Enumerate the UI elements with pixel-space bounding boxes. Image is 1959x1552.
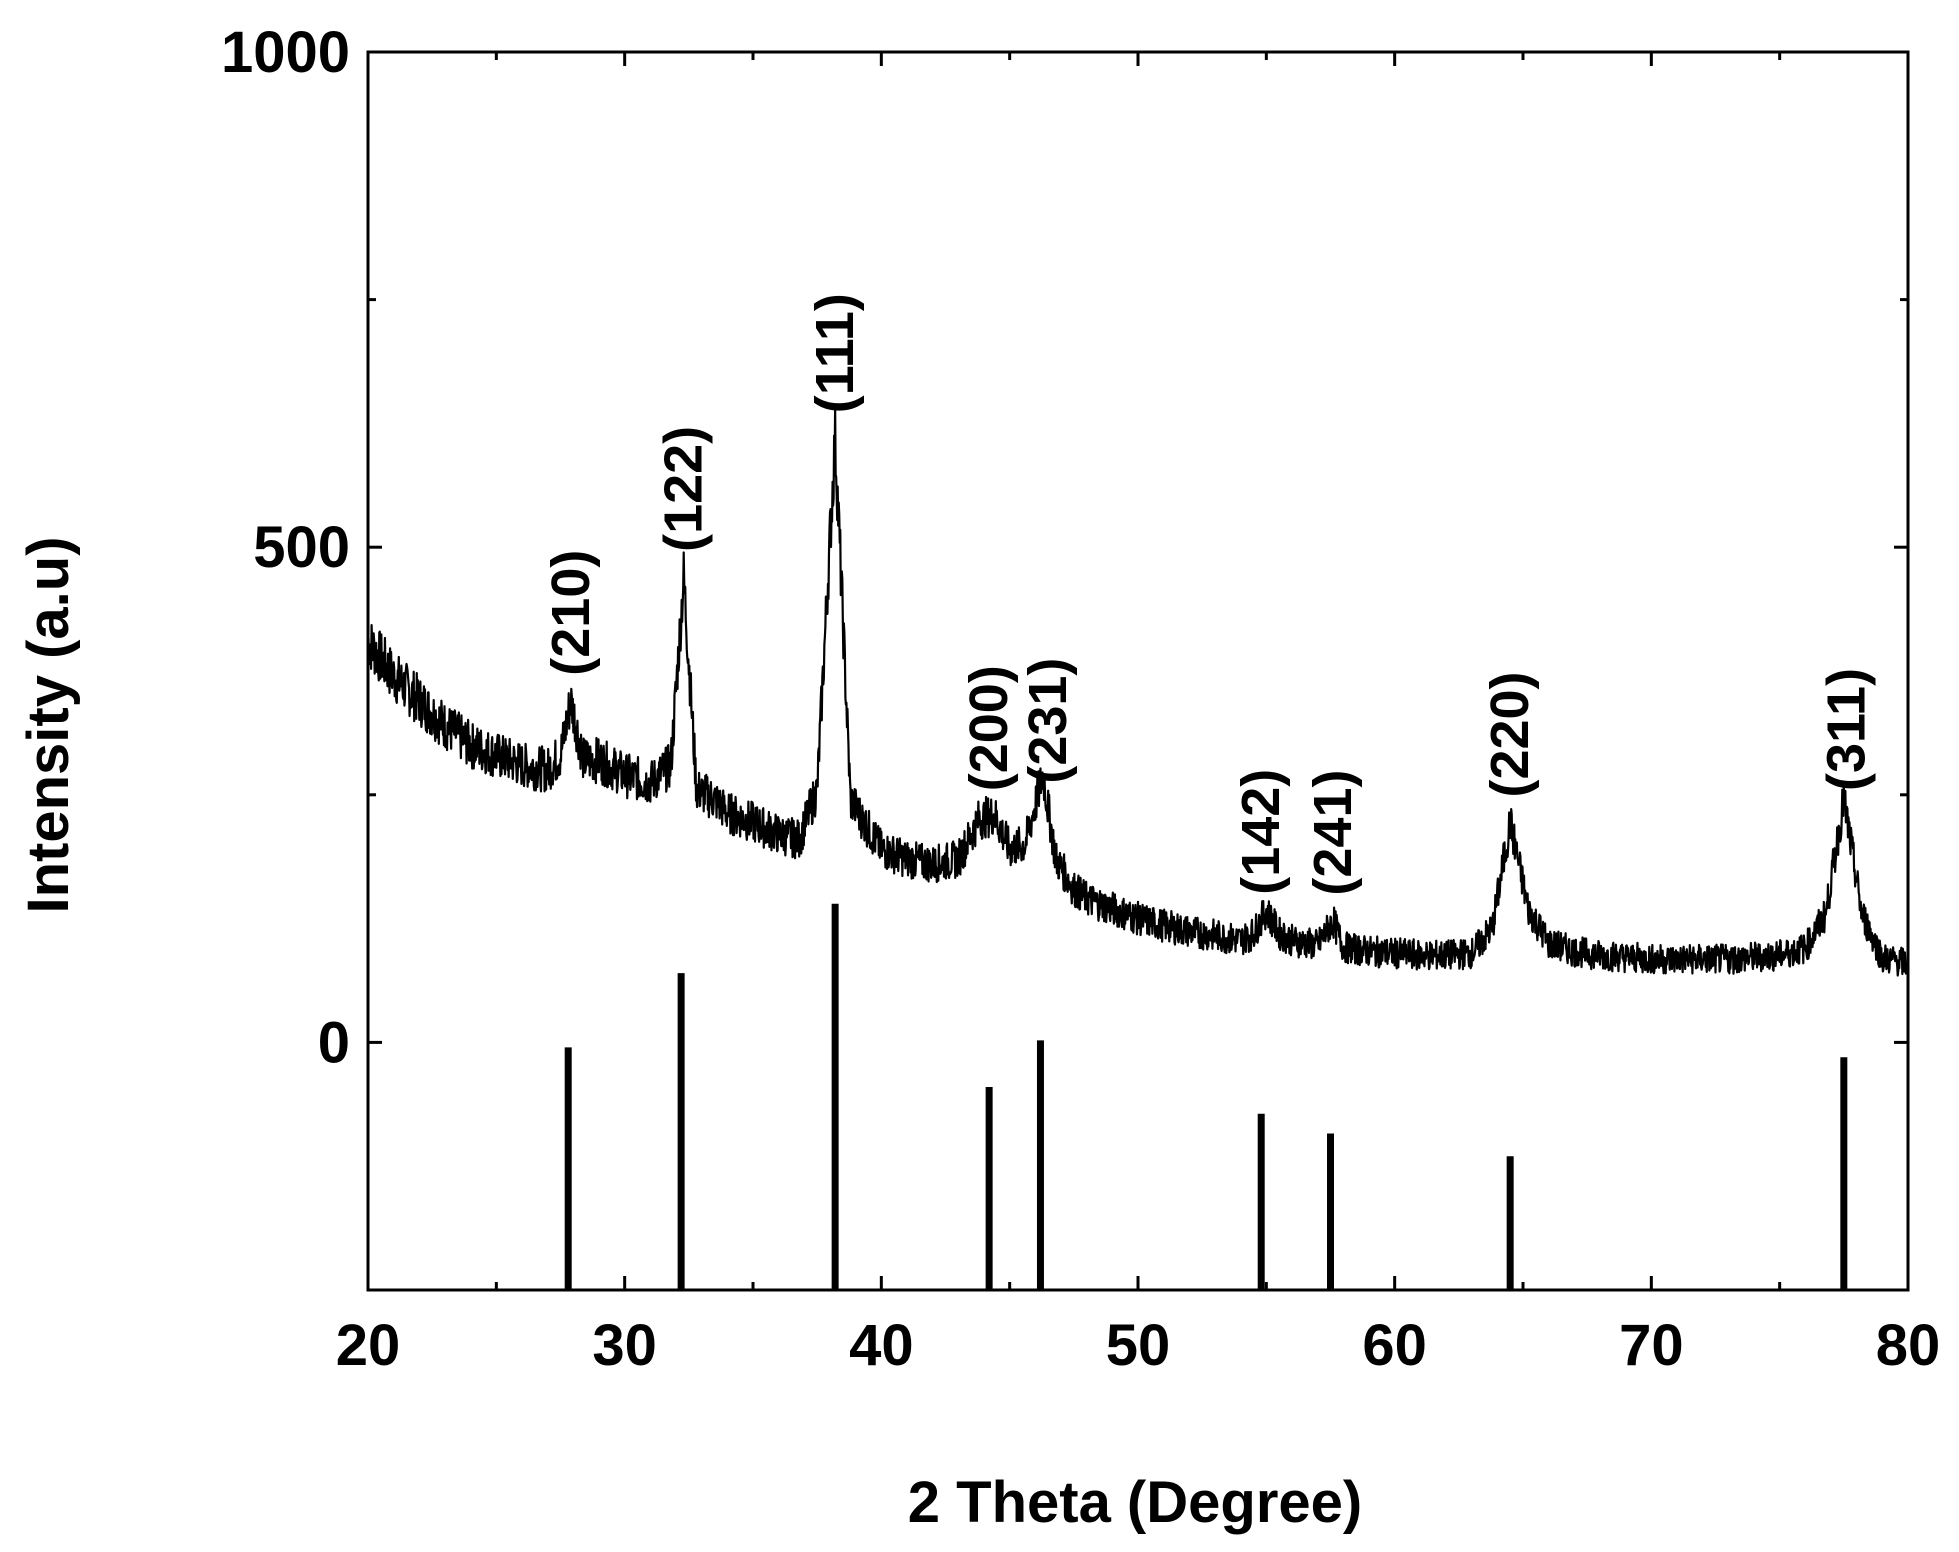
x-tick-label: 50: [1106, 1313, 1171, 1378]
peak-label: (231): [1018, 658, 1078, 784]
y-tick-label: 0: [318, 1010, 350, 1075]
x-tick-label: 20: [336, 1313, 401, 1378]
x-tick-label: 70: [1619, 1313, 1684, 1378]
x-tick-label: 80: [1876, 1313, 1941, 1378]
peak-label: (111): [805, 293, 865, 413]
x-axis-title: 2 Theta (Degree): [908, 1470, 1362, 1535]
y-tick-label: 500: [253, 515, 350, 580]
peak-label: (142): [1231, 769, 1291, 895]
peak-label: (311): [1816, 668, 1876, 791]
x-tick-label: 40: [849, 1313, 914, 1378]
x-tick-label: 60: [1362, 1313, 1427, 1378]
peak-label: (210): [541, 550, 601, 676]
peak-label: (241): [1303, 770, 1363, 896]
y-tick-label: 1000: [221, 20, 350, 85]
y-axis-title: Intensity (a.u): [16, 536, 81, 913]
peak-label: (122): [654, 426, 714, 552]
xrd-pattern-line: [366, 405, 1910, 977]
peak-label: (200): [959, 665, 1019, 791]
axes: 20 30 40 50 60 70 80 0 500 1000: [221, 20, 1940, 1378]
x-tick-label: 30: [592, 1313, 657, 1378]
peak-label: (220): [1480, 671, 1540, 797]
plot-area: (210) (122) (111) (200) (231) (142) (241) (220)…: [366, 293, 1910, 1290]
